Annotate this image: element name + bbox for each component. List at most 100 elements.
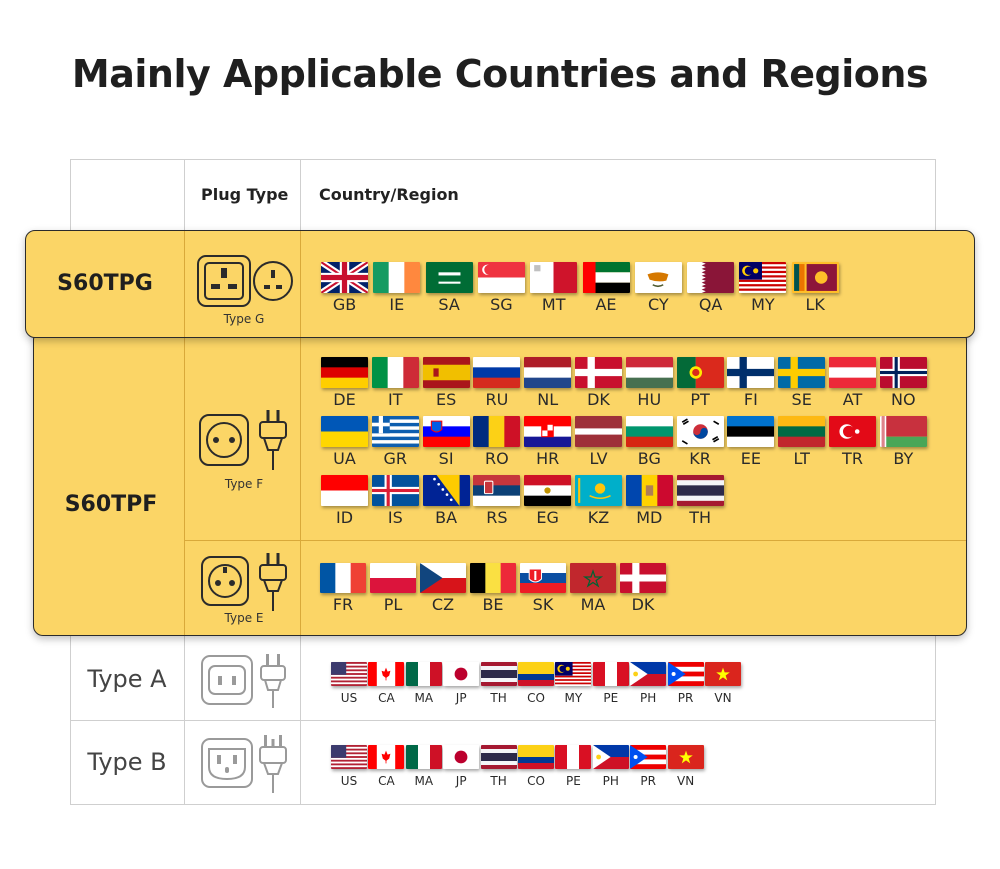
header-plug-type: Plug Type: [201, 185, 289, 204]
flag-cz: CZ: [410, 563, 476, 613]
row-divider: [70, 720, 936, 721]
flag-gb: GB: [311, 262, 378, 313]
country-code: CA: [378, 774, 395, 788]
country-code: RU: [485, 390, 509, 409]
type-b-socket-icon: [201, 738, 253, 788]
country-code: UA: [333, 449, 356, 468]
flag-pt: PT: [667, 357, 734, 408]
flag-pr: PR: [620, 745, 676, 787]
flag-sa: SA: [416, 262, 483, 313]
country-code: SG: [490, 295, 513, 314]
flag-by: BY: [870, 416, 937, 467]
country-code: PH: [602, 774, 619, 788]
flag-jp: JP: [433, 662, 489, 704]
flag-tr: TR: [819, 416, 886, 467]
flag-ph: PH: [620, 662, 676, 704]
flag-dk: DK: [610, 563, 676, 613]
type-f-label: Type F: [224, 477, 264, 491]
country-code: SI: [438, 449, 454, 468]
country-code: BY: [893, 449, 914, 468]
type-f-socket-icon: [199, 414, 249, 466]
country-code: MA: [580, 595, 606, 614]
flag-be: BE: [460, 563, 526, 613]
flag-md: MD: [616, 475, 683, 526]
type-g-label: Type G: [223, 312, 265, 326]
flag-fi: FI: [717, 357, 784, 408]
type-b-plug-icon: [259, 735, 287, 793]
country-code: RS: [486, 508, 508, 527]
column-divider: [184, 231, 185, 337]
country-code: LT: [793, 449, 810, 468]
country-code: CA: [378, 691, 395, 705]
country-code: PE: [565, 774, 581, 788]
flag-eg: EG: [514, 475, 581, 526]
flag-lt: LT: [768, 416, 835, 467]
type-f-plug-icon: [259, 410, 287, 470]
type-e-plug-icon: [259, 553, 287, 611]
flag-cy: CY: [625, 262, 692, 313]
country-code: MY: [751, 295, 775, 314]
flag-co: CO: [508, 745, 564, 787]
country-code: MA: [414, 774, 434, 788]
country-code: JP: [455, 774, 467, 788]
column-divider: [184, 331, 185, 635]
flag-dk: DK: [565, 357, 632, 408]
type-a-title: Type A: [87, 665, 167, 693]
country-code: MT: [541, 295, 566, 314]
country-code: FR: [332, 595, 354, 614]
country-code: VN: [677, 774, 695, 788]
country-code: DK: [587, 390, 610, 409]
flag-ee: EE: [717, 416, 784, 467]
model-s60tpf: S60TPF: [64, 492, 158, 517]
country-code: IE: [389, 295, 405, 314]
row-divider: [184, 540, 966, 541]
flag-nl: NL: [514, 357, 581, 408]
country-code: RO: [485, 449, 509, 468]
country-code: DK: [631, 595, 655, 614]
country-code: TH: [490, 691, 507, 705]
country-code: IS: [387, 508, 403, 527]
country-code: PT: [690, 390, 710, 409]
type-a-socket-icon: [201, 655, 253, 705]
flag-ca: CA: [358, 662, 414, 704]
flag-lv: LV: [565, 416, 632, 467]
flag-is: IS: [362, 475, 429, 526]
flag-pl: PL: [360, 563, 426, 613]
flag-kr: KR: [667, 416, 734, 467]
column-divider: [300, 231, 301, 337]
country-code: ES: [435, 390, 457, 409]
flag-pr: PR: [658, 662, 714, 704]
country-code: KR: [689, 449, 711, 468]
country-code: BG: [637, 449, 661, 468]
country-code: EG: [536, 508, 559, 527]
page-title: Mainly Applicable Countries and Regions: [71, 52, 929, 96]
country-code: FI: [743, 390, 758, 409]
flag-us: US: [321, 745, 377, 787]
country-code: PH: [640, 691, 657, 705]
flag-ae: AE: [573, 262, 640, 313]
flag-ma: MA: [560, 563, 626, 613]
flag-pe: PE: [545, 745, 601, 787]
flag-th: TH: [667, 475, 734, 526]
country-code: IT: [388, 390, 403, 409]
flag-mt: MT: [520, 262, 587, 313]
flag-fr: FR: [310, 563, 376, 613]
country-code: EE: [740, 449, 761, 468]
flag-my: MY: [729, 262, 796, 313]
flag-ua: UA: [311, 416, 378, 467]
type-g-socket-icon: [197, 255, 251, 307]
country-code: GR: [383, 449, 408, 468]
country-code: PE: [603, 691, 619, 705]
flag-hr: HR: [514, 416, 581, 467]
country-code: TH: [490, 774, 507, 788]
country-code: AT: [842, 390, 863, 409]
header-country-region: Country/Region: [319, 185, 459, 204]
flag-hu: HU: [616, 357, 683, 408]
country-code: AE: [595, 295, 617, 314]
flag-gr: GR: [362, 416, 429, 467]
country-code: MY: [564, 691, 583, 705]
country-code: NL: [537, 390, 559, 409]
country-code: VN: [714, 691, 732, 705]
flag-ro: RO: [463, 416, 530, 467]
country-code: ID: [335, 508, 354, 527]
